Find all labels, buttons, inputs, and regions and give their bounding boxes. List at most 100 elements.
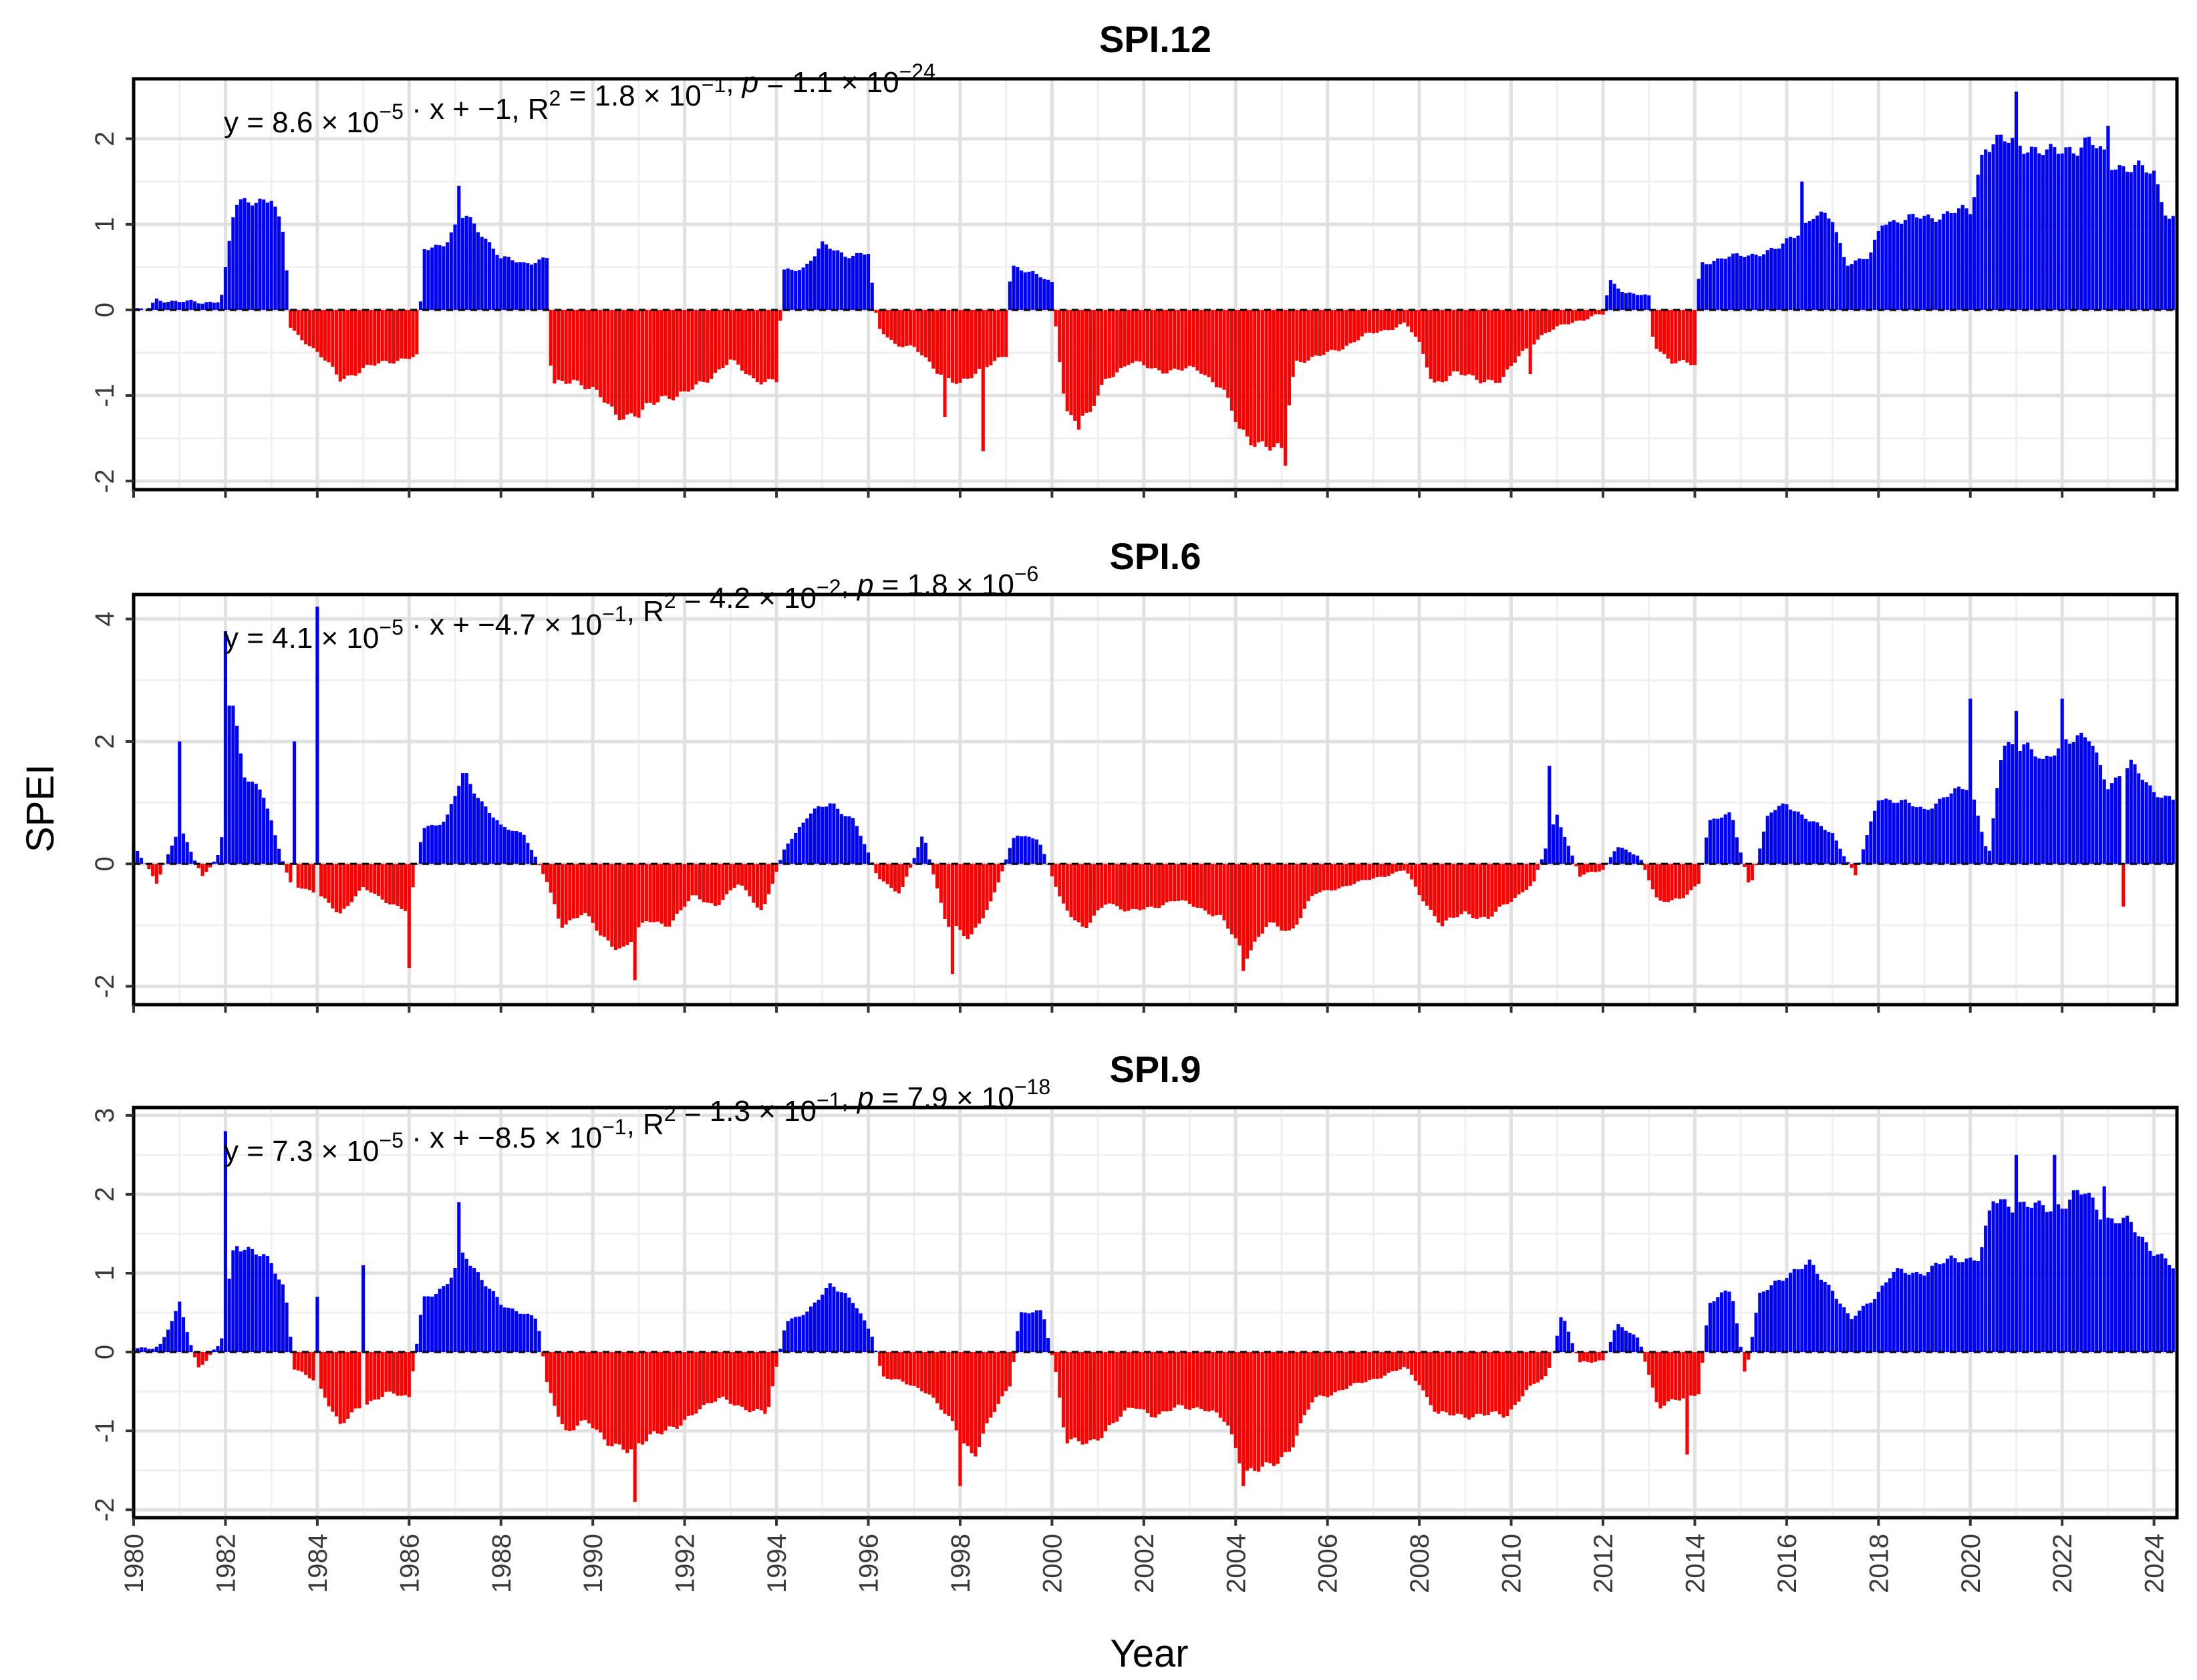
bar-negative [1322, 309, 1326, 355]
bar-positive [1819, 211, 1823, 310]
bar-negative [1138, 864, 1142, 910]
bar-negative [1287, 309, 1292, 405]
bar-positive [223, 631, 228, 864]
bar-negative [1318, 864, 1322, 892]
bar-negative [365, 864, 369, 890]
bar-negative [208, 864, 212, 868]
bar-negative [1260, 309, 1264, 442]
bar-negative [1069, 864, 1073, 918]
bar-negative [1743, 1352, 1747, 1372]
bar-positive [1803, 818, 1808, 864]
bar-negative [668, 864, 672, 927]
bar-negative [1398, 1352, 1403, 1370]
bar-negative [1386, 309, 1390, 331]
bar-negative [1379, 864, 1383, 877]
bar-positive [2014, 1154, 2019, 1353]
bar-positive [189, 1345, 193, 1353]
bar-negative [652, 1352, 656, 1432]
bar-negative [981, 864, 985, 918]
bar-negative [748, 309, 752, 375]
bar-negative [644, 1352, 648, 1442]
bar-negative [1310, 1352, 1314, 1403]
bar-positive [1892, 1271, 1896, 1353]
bar-negative [193, 1352, 197, 1357]
bar-negative [353, 864, 357, 896]
bar-negative [1184, 1352, 1188, 1409]
bar-positive [1754, 1313, 1758, 1353]
bar-negative [728, 1352, 732, 1404]
bar-positive [821, 1295, 825, 1353]
bar-negative [1437, 1352, 1441, 1414]
bar-positive [855, 253, 859, 310]
bar-positive [794, 1317, 798, 1353]
bar-negative [908, 864, 913, 868]
bar-positive [2007, 741, 2011, 864]
bar-negative [744, 864, 748, 890]
bar-negative [349, 309, 353, 375]
bar-positive [839, 1292, 843, 1353]
bar-negative [384, 1352, 388, 1392]
bar-negative [947, 1352, 951, 1416]
bar-negative [1689, 1352, 1693, 1396]
bar-negative [583, 309, 587, 389]
bar-negative [962, 309, 966, 379]
bar-negative [1184, 309, 1188, 369]
bar-negative [732, 864, 736, 888]
y-tick-label: -1 [90, 383, 120, 407]
bar-negative [694, 864, 698, 896]
bar-positive [1968, 214, 1972, 310]
bar-negative [1429, 309, 1433, 379]
bar-positive [1922, 1275, 1926, 1353]
bar-positive [2106, 1217, 2110, 1353]
bar-positive [181, 833, 186, 864]
bar-positive [464, 1258, 468, 1353]
bar-positive [2091, 1197, 2095, 1353]
bar-negative [889, 864, 893, 888]
bar-negative [1854, 864, 1858, 876]
bar-negative [1253, 1352, 1257, 1471]
bar-positive [1957, 786, 1961, 864]
bar-negative [404, 309, 408, 359]
bar-negative [1096, 309, 1100, 396]
bar-negative [648, 309, 652, 403]
bar-negative [1452, 1352, 1456, 1415]
bar-negative [927, 1352, 931, 1395]
bar-negative [384, 864, 388, 904]
bar-negative [1260, 864, 1264, 934]
bar-negative [1280, 864, 1284, 931]
bar-positive [1792, 1269, 1796, 1353]
bar-positive [1945, 211, 1949, 310]
bar-negative [954, 309, 958, 384]
bar-negative [349, 1352, 353, 1413]
bar-negative [319, 1352, 323, 1389]
bar-positive [1930, 218, 1934, 310]
bar-negative [1107, 309, 1111, 379]
bar-negative [196, 1352, 200, 1367]
bar-positive [1031, 1312, 1035, 1353]
bar-positive [1765, 816, 1769, 864]
bar-positive [1900, 1269, 1904, 1353]
bar-positive [1949, 212, 1953, 310]
bar-negative [564, 1352, 568, 1431]
bar-negative [1697, 1352, 1701, 1395]
bar-positive [480, 1280, 484, 1353]
bar-negative [748, 1352, 752, 1413]
bar-negative [1073, 309, 1077, 421]
bar-positive [1926, 214, 1930, 310]
bar-negative [664, 864, 668, 927]
bar-negative [1486, 864, 1490, 919]
bar-positive [813, 256, 817, 310]
bar-positive [472, 223, 476, 310]
bar-positive [151, 303, 155, 310]
bar-positive [1647, 295, 1651, 310]
bar-positive [1911, 214, 1915, 310]
bar-negative [736, 864, 740, 885]
bar-negative [1360, 309, 1364, 337]
bar-positive [518, 832, 522, 864]
bar-negative [1115, 1352, 1119, 1422]
bar-negative [1475, 864, 1479, 919]
bar-negative [1348, 864, 1352, 886]
bar-positive [1949, 1255, 1953, 1353]
bar-positive [212, 861, 216, 864]
bar-negative [1593, 309, 1598, 315]
